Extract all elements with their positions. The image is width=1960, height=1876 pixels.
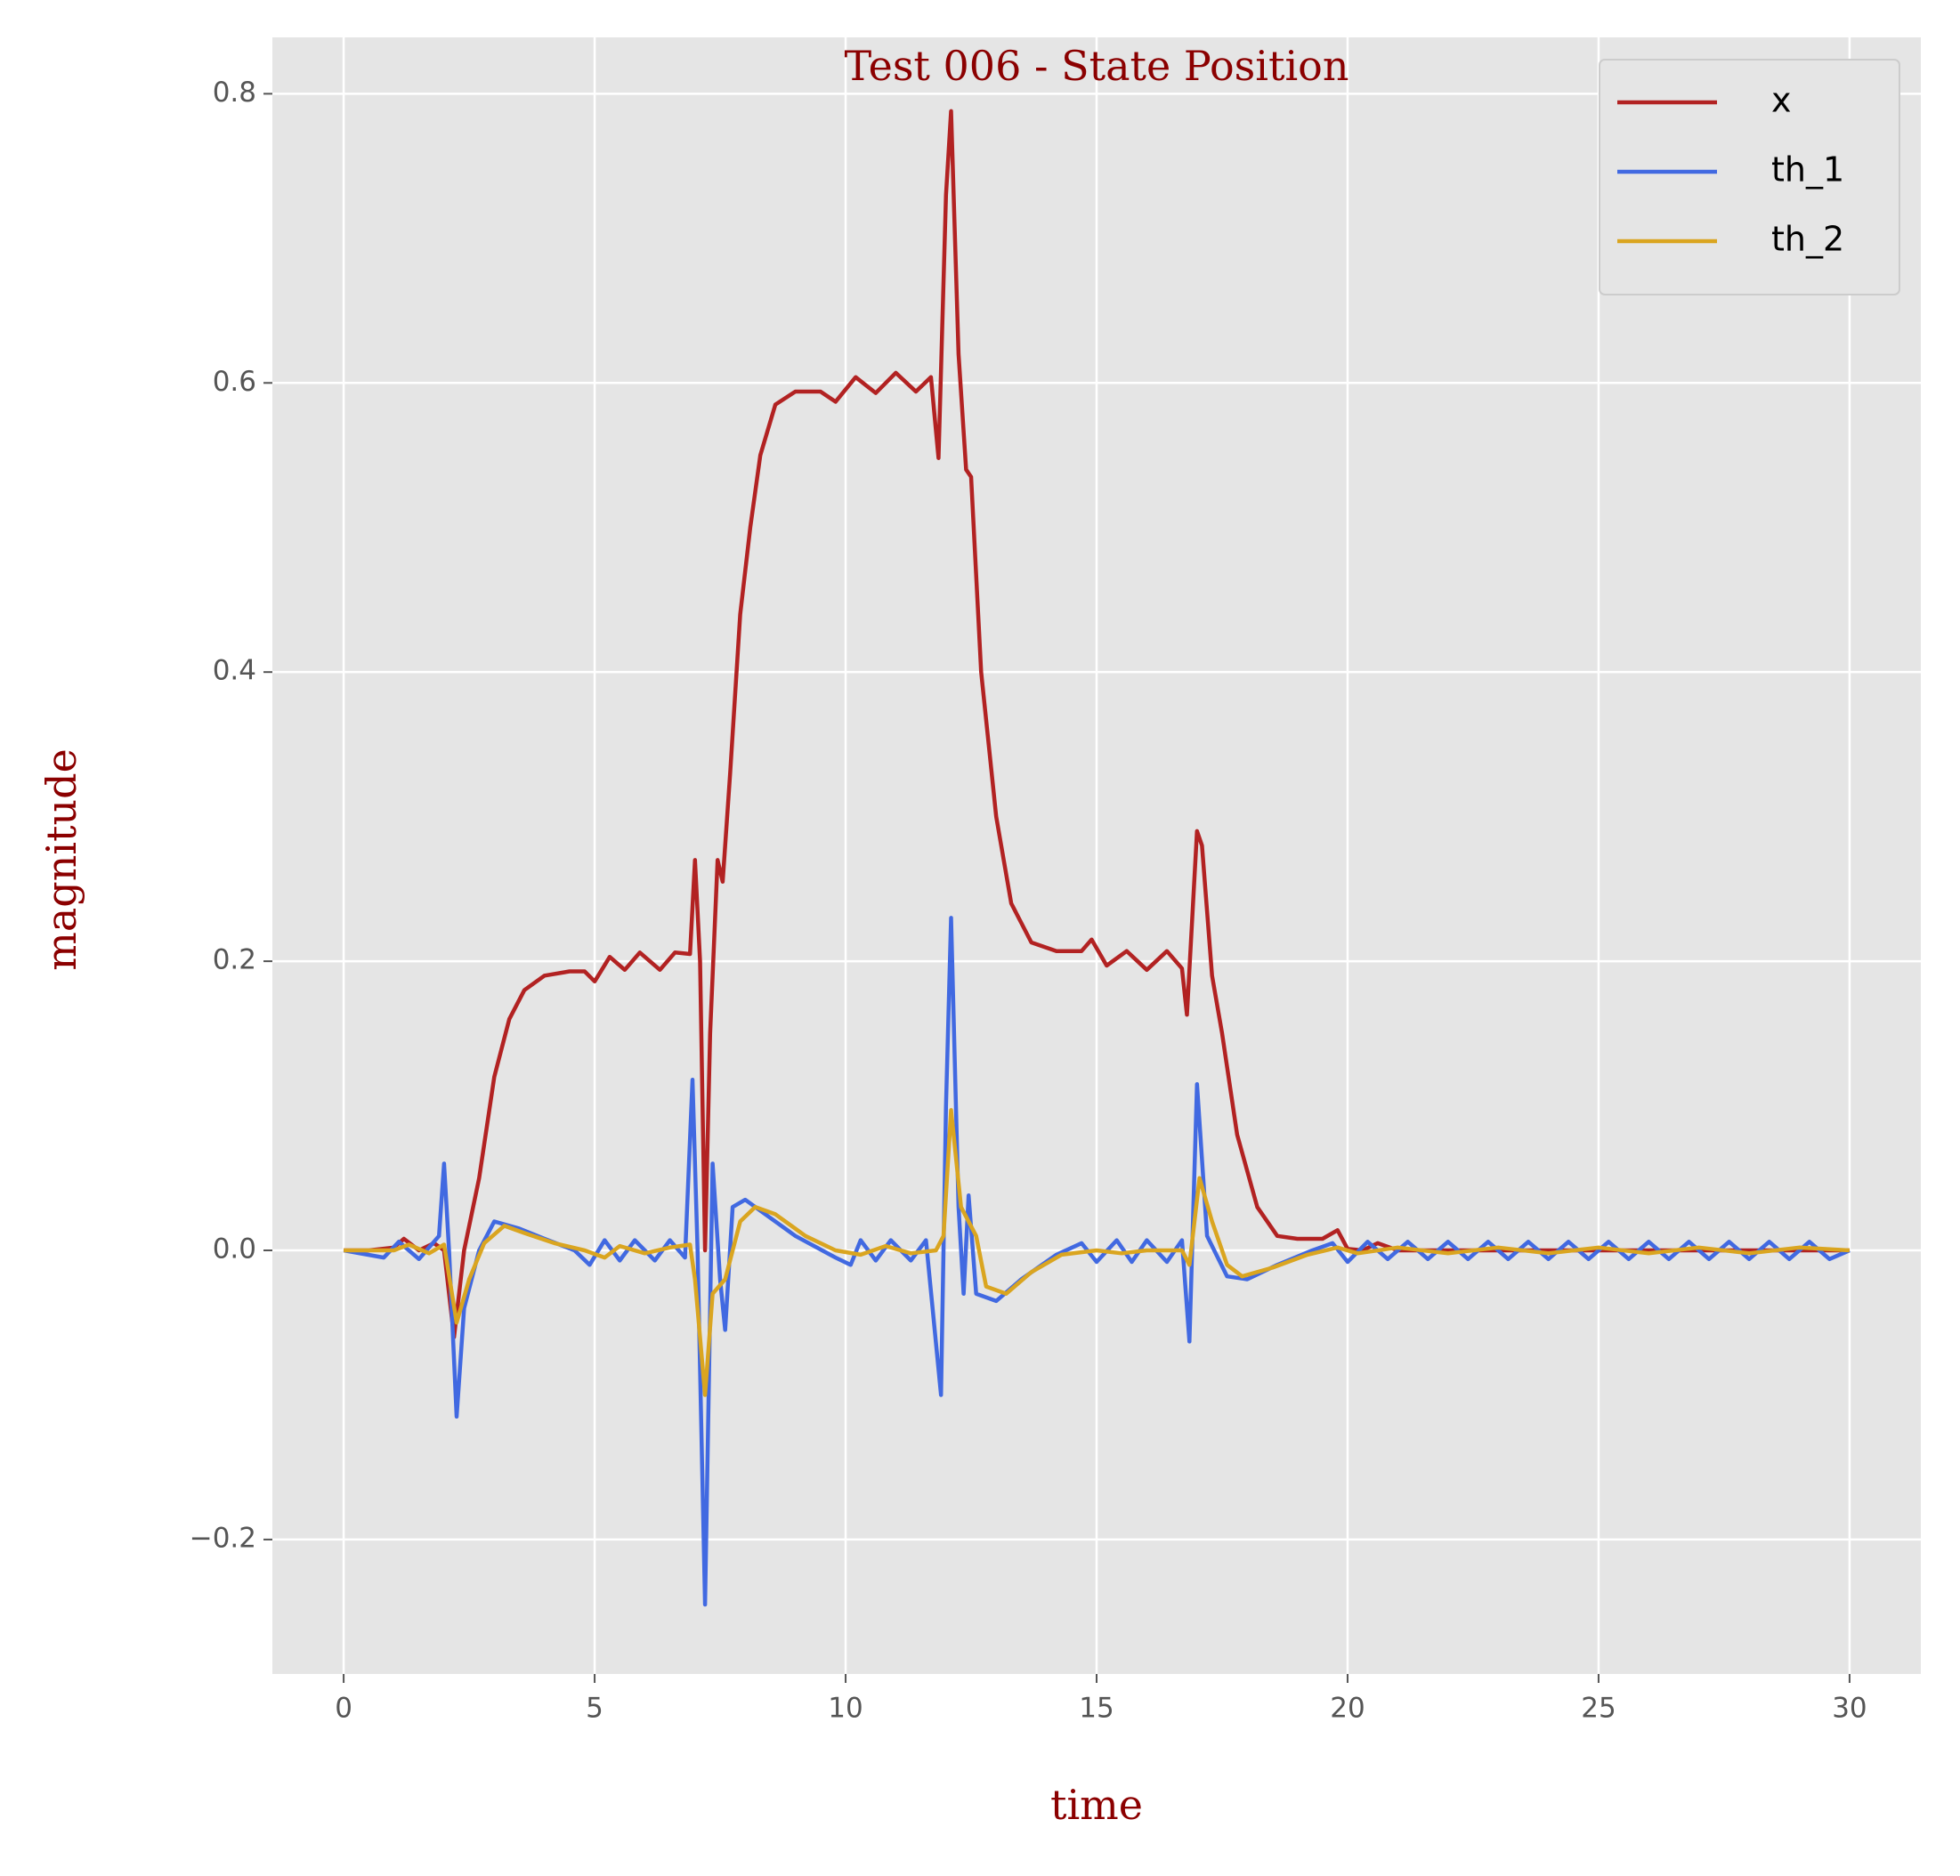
x-tick-label: 10 <box>828 1693 863 1725</box>
x-tick-label: 20 <box>1330 1693 1365 1725</box>
legend-label: th_1 <box>1771 150 1844 190</box>
legend-label: th_2 <box>1771 220 1844 259</box>
legend-box <box>1599 59 1900 295</box>
legend-label: x <box>1771 81 1792 120</box>
y-tick-label: 0.0 <box>213 1233 256 1265</box>
chart-title: Test 006 - State Position <box>844 42 1349 90</box>
x-tick-label: 30 <box>1832 1693 1867 1725</box>
y-tick-label: 0.4 <box>213 655 256 687</box>
y-tick-label: 0.6 <box>213 366 256 398</box>
x-tick-label: 25 <box>1581 1693 1616 1725</box>
y-tick-label: 0.8 <box>213 77 256 109</box>
x-tick-label: 5 <box>586 1693 603 1725</box>
y-tick-label: 0.2 <box>213 944 256 976</box>
y-axis-label: magnitude <box>37 748 85 971</box>
y-tick-label: −0.2 <box>190 1522 256 1554</box>
series-line <box>344 1108 1851 1397</box>
series-line <box>344 109 1850 1339</box>
x-tick-label: 0 <box>335 1693 352 1725</box>
x-axis-label: time <box>1050 1781 1143 1829</box>
x-tick-label: 15 <box>1079 1693 1114 1725</box>
